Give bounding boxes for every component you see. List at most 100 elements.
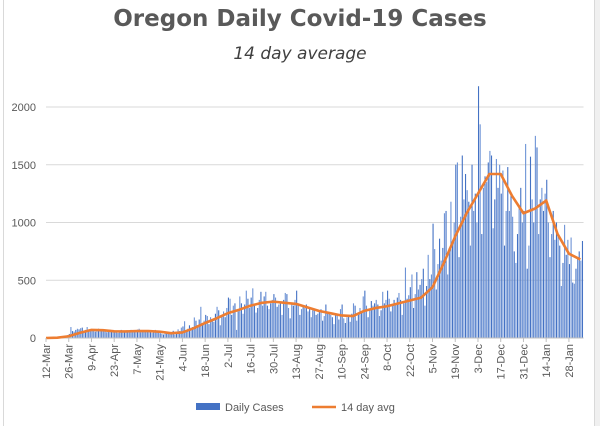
bar-daily-cases	[127, 331, 129, 338]
x-tick-label: 28-Jan	[564, 344, 576, 378]
bar-daily-cases	[430, 274, 432, 338]
bar-daily-cases	[138, 328, 140, 338]
bar-daily-cases	[422, 268, 424, 338]
bar-daily-cases	[89, 329, 91, 338]
bar-daily-cases	[492, 228, 494, 338]
bar-daily-cases	[174, 334, 176, 338]
bar-daily-cases	[369, 309, 371, 338]
bar-daily-cases	[531, 199, 533, 338]
bar-daily-cases	[114, 331, 116, 338]
bar-daily-cases	[261, 305, 264, 338]
bar-daily-cases	[482, 187, 484, 338]
bar-daily-cases	[330, 314, 332, 338]
bar-daily-cases	[266, 305, 268, 338]
bar-daily-cases	[551, 234, 553, 338]
bar-daily-cases	[268, 309, 270, 338]
bar-daily-cases	[146, 330, 148, 338]
bar-daily-cases	[211, 319, 213, 338]
bar-daily-cases	[115, 331, 117, 338]
bar-daily-cases	[297, 303, 299, 338]
bar-daily-cases	[512, 216, 514, 338]
x-tick-label: 26-Mar	[64, 344, 76, 379]
bar-daily-cases	[135, 331, 137, 338]
bar-daily-cases	[244, 304, 246, 338]
bar-daily-cases	[101, 330, 103, 338]
bar-daily-cases	[166, 331, 168, 338]
bar-daily-cases	[508, 210, 510, 338]
bar-daily-cases	[221, 314, 223, 338]
bar-daily-cases	[214, 313, 216, 338]
bar-daily-cases	[307, 311, 309, 338]
bar-daily-cases	[240, 303, 242, 338]
x-tick-label: 22-Oct	[405, 344, 417, 377]
bar-daily-cases	[560, 286, 562, 338]
bar-daily-cases	[348, 314, 350, 338]
bar-daily-cases	[473, 210, 475, 338]
bar-daily-cases	[96, 331, 98, 338]
bar-daily-cases	[291, 303, 293, 338]
bar-daily-cases	[536, 147, 538, 338]
bar-daily-cases	[335, 314, 337, 338]
bar-daily-cases	[490, 155, 493, 338]
bar-daily-cases	[333, 324, 335, 338]
x-tick-label: 9-Apr	[86, 344, 98, 371]
y-tick-label: 1500	[12, 160, 36, 172]
y-tick-label: 2000	[12, 102, 36, 114]
bar-daily-cases	[224, 317, 226, 338]
bar-daily-cases	[435, 289, 437, 338]
bar-daily-cases	[396, 297, 398, 338]
bar-daily-cases	[159, 333, 161, 338]
bar-daily-cases	[325, 304, 327, 338]
bar-daily-cases	[572, 282, 574, 338]
bar-daily-cases	[185, 331, 187, 338]
bar-daily-cases	[187, 328, 189, 338]
bar-daily-cases	[398, 292, 400, 338]
bar-daily-cases	[210, 317, 212, 338]
bar-daily-cases	[109, 329, 111, 338]
bar-daily-cases	[409, 287, 411, 338]
bar-daily-cases	[310, 317, 312, 338]
bar-daily-cases	[88, 330, 90, 338]
bar-daily-cases	[344, 322, 346, 338]
line-14-day-avg	[45, 172, 581, 340]
bar-daily-cases	[200, 306, 202, 338]
bar-daily-cases	[97, 328, 100, 338]
bar-daily-cases	[495, 158, 497, 338]
x-tick-label: 10-Sep	[337, 344, 349, 379]
bar-daily-cases	[513, 251, 515, 338]
bar-daily-cases	[289, 318, 291, 338]
bar-daily-cases	[391, 305, 394, 338]
bar-daily-cases	[117, 332, 119, 338]
bar-daily-cases	[320, 309, 322, 338]
bar-daily-cases	[151, 332, 153, 338]
bar-daily-cases	[562, 262, 564, 338]
legend-swatch-daily-cases	[196, 403, 220, 410]
bar-daily-cases	[213, 321, 215, 338]
bar-daily-cases	[544, 193, 546, 338]
bar-daily-cases	[197, 326, 199, 338]
y-tick-label: 500	[18, 275, 36, 287]
chart-subtitle: 14 day average	[233, 44, 367, 64]
bar-daily-cases	[437, 264, 439, 338]
bar-daily-cases	[453, 222, 455, 338]
bar-daily-cases	[271, 299, 273, 338]
legend-label-14-day-avg: 14 day avg	[341, 402, 395, 414]
bar-daily-cases	[499, 164, 501, 338]
bar-daily-cases	[387, 290, 389, 338]
bar-daily-cases	[154, 329, 156, 338]
bar-daily-cases	[538, 234, 540, 338]
bar-daily-cases	[518, 205, 520, 338]
x-tick-label: 12-Mar	[41, 344, 53, 379]
bar-daily-cases	[120, 329, 122, 338]
bar-daily-cases	[318, 311, 320, 338]
bar-daily-cases	[145, 331, 147, 338]
bar-daily-cases	[442, 247, 444, 338]
bar-daily-cases	[374, 303, 376, 338]
bar-daily-cases	[417, 289, 419, 338]
bar-daily-cases	[125, 330, 127, 338]
scrollbar-right[interactable]	[594, 0, 600, 426]
bar-daily-cases	[102, 331, 104, 338]
bar-daily-cases	[549, 257, 551, 338]
bar-daily-cases	[175, 332, 178, 338]
bar-daily-cases	[218, 310, 220, 338]
